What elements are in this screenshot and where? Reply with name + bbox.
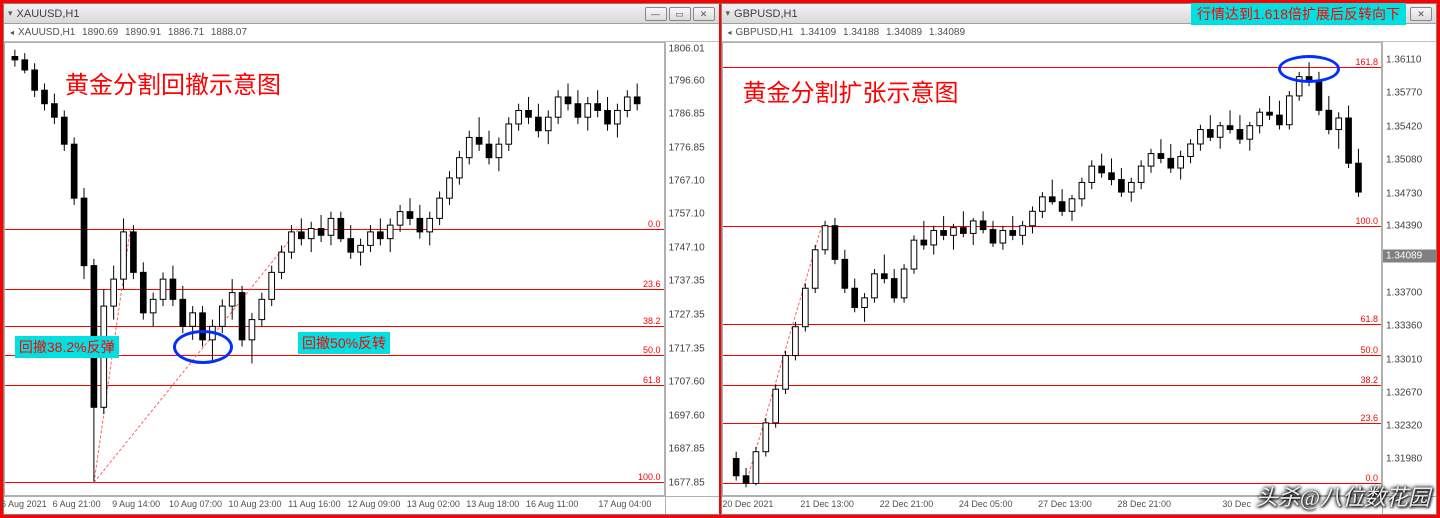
yaxis-label: 1.35770: [1386, 88, 1422, 99]
xaxis-label: 22 Dec 21:00: [880, 499, 934, 509]
dropdown-icon[interactable]: ▾: [8, 8, 13, 19]
quote-close: 1.34089: [929, 27, 965, 38]
xaxis-label: 6 Aug 2021: [1, 499, 47, 509]
left-xaxis: 6 Aug 2021 6 Aug 21:00 9 Aug 14:00 10 Aug 0…: [4, 496, 665, 514]
right-chart-panel: ▾ GBPUSD,H1 行情达到1.618倍扩展后反转向下 ✕ ◂ GBPUSD…: [721, 3, 1438, 515]
yaxis-label: 1707.60: [669, 377, 705, 388]
yaxis-label: 1.35080: [1386, 154, 1422, 165]
xaxis-label: 17 Aug 04:00: [598, 499, 651, 509]
yaxis-label: 1.34390: [1386, 221, 1422, 232]
quote-open: 1890.69: [82, 27, 118, 38]
yaxis-label: 1776.85: [669, 142, 705, 153]
close-button[interactable]: ✕: [693, 7, 715, 21]
yaxis-label: 1677.85: [669, 477, 705, 488]
yaxis-label: 1737.35: [669, 276, 705, 287]
xaxis-label: 16 Aug 11:00: [526, 499, 578, 509]
chevron-icon: ◂: [728, 28, 732, 37]
quote-high: 1890.91: [125, 27, 161, 38]
xaxis-label: 12 Aug 09:00: [347, 499, 400, 509]
left-yaxis: 1806.01 1796.60 1786.85 1776.85 1767.10 1757.…: [665, 42, 719, 496]
quote-open: 1.34109: [800, 27, 836, 38]
yaxis-label: 1.36110: [1386, 55, 1421, 66]
yaxis-label: 1747.10: [669, 243, 705, 254]
dual-chart-container: ▾ XAUUSD,H1 — ▭ ✕ ◂ XAUUSD,H1 1890.69 18…: [0, 0, 1440, 518]
quote-symbol: GBPUSD,H1: [736, 27, 794, 38]
quote-low: 1.34089: [886, 27, 922, 38]
yaxis-label: 1.33010: [1386, 354, 1422, 365]
yaxis-label: 1.35420: [1386, 122, 1422, 133]
yaxis-label: 1717.35: [669, 344, 705, 355]
price-tag: 1.34089: [1383, 249, 1436, 262]
xaxis-label: 11 Aug 16:00: [288, 499, 340, 509]
right-yaxis: 1.36110 1.35770 1.35420 1.35080 1.34730 1.343…: [1382, 42, 1436, 496]
yaxis-label: 1.33700: [1386, 288, 1422, 299]
right-quotebar: ◂ GBPUSD,H1 1.34109 1.34188 1.34089 1.34…: [722, 24, 1437, 42]
xaxis-label: 30 Dec: [1222, 499, 1251, 509]
left-titlebar-symbol: XAUUSD,H1: [17, 8, 80, 20]
right-plot[interactable]: 黄金分割扩张示意图 161.8100.061.850.038.223.60.0: [722, 42, 1383, 496]
yaxis-label: 1786.85: [669, 108, 705, 119]
yaxis-label: 1796.60: [669, 75, 705, 86]
yaxis-label: 1.32320: [1386, 421, 1422, 432]
candlestick-series: [5, 43, 664, 495]
maximize-button[interactable]: ▭: [669, 7, 691, 21]
yaxis-label: 1687.85: [669, 444, 705, 455]
annotation-label: 回撤38.2%反弹: [15, 336, 119, 358]
xaxis-label: 21 Dec 13:00: [800, 499, 854, 509]
yaxis-label: 1727.35: [669, 310, 705, 321]
right-chart-title: 黄金分割扩张示意图: [743, 73, 959, 108]
yaxis-label: 1.31980: [1386, 454, 1422, 465]
yaxis-label: 1806.01: [669, 43, 705, 54]
close-button[interactable]: ✕: [1410, 7, 1432, 21]
yaxis-label: 1697.60: [669, 411, 705, 422]
right-titlebar-symbol: GBPUSD,H1: [734, 8, 798, 20]
xaxis-label: 20 Dec 2021: [722, 499, 773, 509]
xaxis-label: 24 Dec 05:00: [959, 499, 1013, 509]
yaxis-label: 1.32670: [1386, 387, 1422, 398]
left-chart-area[interactable]: 黄金分割回撤示意图 0.023.638.250.061.8100.0回撤38.2…: [4, 42, 719, 496]
yaxis-label: 1757.10: [669, 209, 705, 220]
right-chart-area[interactable]: 黄金分割扩张示意图 161.8100.061.850.038.223.60.0 …: [722, 42, 1437, 496]
yaxis-label: 1767.10: [669, 175, 705, 186]
xaxis-label: 10 Aug 23:00: [228, 499, 281, 509]
quote-low: 1886.71: [168, 27, 204, 38]
left-quotebar: ◂ XAUUSD,H1 1890.69 1890.91 1886.71 1888…: [4, 24, 719, 42]
xaxis-label: 13 Aug 18:00: [466, 499, 519, 509]
right-titlebar[interactable]: ▾ GBPUSD,H1 行情达到1.618倍扩展后反转向下 ✕: [722, 4, 1437, 24]
quote-high: 1.34188: [843, 27, 879, 38]
minimize-button[interactable]: —: [645, 7, 667, 21]
left-plot[interactable]: 黄金分割回撤示意图 0.023.638.250.061.8100.0回撤38.2…: [4, 42, 665, 496]
top-annotation: 行情达到1.618倍扩展后反转向下: [1191, 3, 1406, 25]
chevron-icon: ◂: [10, 28, 14, 37]
yaxis-label: 1.33360: [1386, 320, 1422, 331]
xaxis-label: 28 Dec 21:00: [1117, 499, 1171, 509]
left-chart-title: 黄金分割回撤示意图: [65, 65, 281, 100]
highlight-ellipse: [173, 330, 233, 364]
xaxis-label: 13 Aug 02:00: [407, 499, 460, 509]
watermark: 头杀@八位数花园: [1256, 480, 1430, 512]
highlight-ellipse: [1278, 55, 1340, 83]
annotation-label: 回撤50%反转: [298, 332, 390, 354]
dropdown-icon[interactable]: ▾: [726, 8, 731, 19]
xaxis-label: 9 Aug 14:00: [112, 499, 160, 509]
left-titlebar[interactable]: ▾ XAUUSD,H1 — ▭ ✕: [4, 4, 719, 24]
left-chart-panel: ▾ XAUUSD,H1 — ▭ ✕ ◂ XAUUSD,H1 1890.69 18…: [3, 3, 721, 515]
xaxis-label: 27 Dec 13:00: [1038, 499, 1092, 509]
xaxis-label: 6 Aug 21:00: [53, 499, 101, 509]
xaxis-label: 10 Aug 07:00: [169, 499, 222, 509]
quote-close: 1888.07: [211, 27, 247, 38]
yaxis-label: 1.34730: [1386, 188, 1422, 199]
candlestick-series: [723, 43, 1382, 495]
quote-symbol: XAUUSD,H1: [18, 27, 75, 38]
